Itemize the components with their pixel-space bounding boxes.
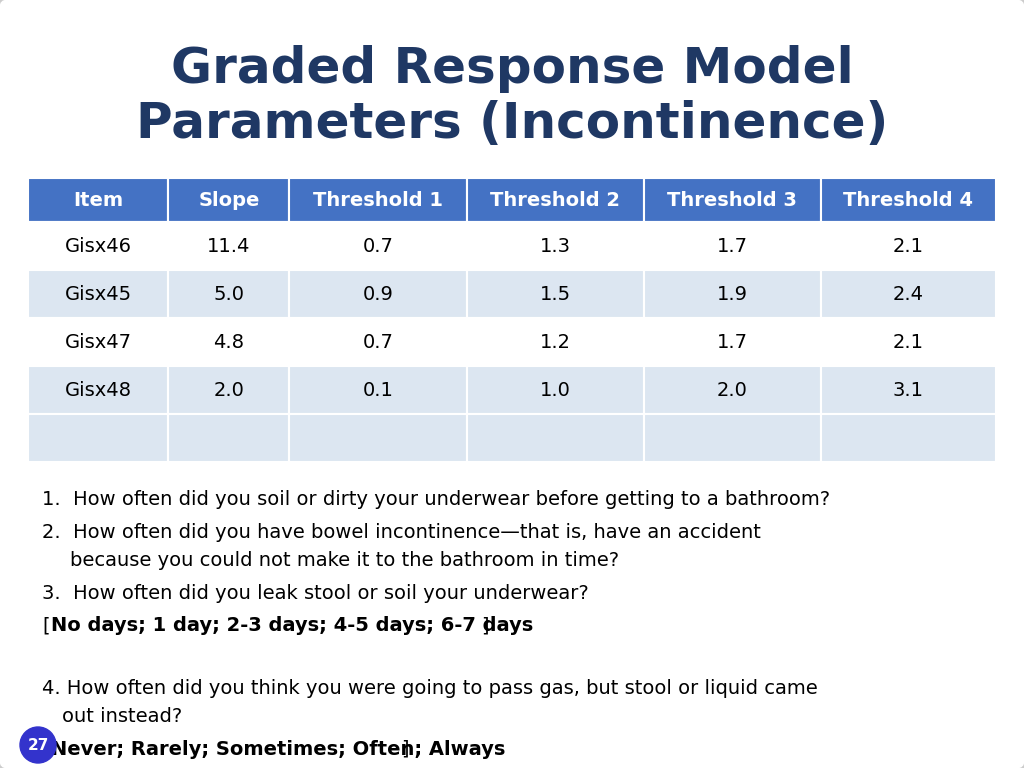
- Text: 1.2: 1.2: [540, 333, 570, 352]
- Text: out instead?: out instead?: [62, 707, 182, 726]
- Bar: [821, 318, 996, 366]
- Text: 0.9: 0.9: [362, 284, 393, 303]
- Text: No days; 1 day; 2-3 days; 4-5 days; 6-7 days: No days; 1 day; 2-3 days; 4-5 days; 6-7 …: [51, 616, 534, 635]
- Bar: [168, 366, 290, 414]
- Bar: [644, 178, 821, 222]
- Text: [: [: [42, 616, 49, 635]
- Text: 4. How often did you think you were going to pass gas, but stool or liquid came: 4. How often did you think you were goin…: [42, 678, 818, 697]
- Text: Gisx48: Gisx48: [65, 380, 132, 399]
- Text: 1.5: 1.5: [540, 284, 570, 303]
- Bar: [168, 270, 290, 318]
- Text: 11.4: 11.4: [207, 237, 251, 256]
- Text: Threshold 3: Threshold 3: [668, 190, 797, 210]
- Text: Parameters (Incontinence): Parameters (Incontinence): [136, 100, 888, 148]
- Bar: [28, 222, 168, 270]
- Text: 27: 27: [28, 737, 49, 753]
- Bar: [467, 366, 644, 414]
- Bar: [644, 318, 821, 366]
- Text: 3.  How often did you leak stool or soil your underwear?: 3. How often did you leak stool or soil …: [42, 584, 589, 603]
- Text: ]: ]: [401, 740, 409, 759]
- Bar: [28, 270, 168, 318]
- Text: Threshold 1: Threshold 1: [313, 190, 443, 210]
- Text: 2.0: 2.0: [717, 380, 748, 399]
- Text: 2.  How often did you have bowel incontinence—that is, have an accident: 2. How often did you have bowel incontin…: [42, 522, 761, 541]
- Text: 1.  How often did you soil or dirty your underwear before getting to a bathroom?: 1. How often did you soil or dirty your …: [42, 490, 830, 509]
- Bar: [467, 414, 644, 462]
- Bar: [290, 178, 467, 222]
- Text: 3.1: 3.1: [893, 380, 924, 399]
- Text: Graded Response Model: Graded Response Model: [171, 45, 853, 93]
- Text: because you could not make it to the bathroom in time?: because you could not make it to the bat…: [70, 551, 620, 570]
- Text: Gisx45: Gisx45: [65, 284, 132, 303]
- Text: 1.7: 1.7: [717, 333, 748, 352]
- Text: 1.9: 1.9: [717, 284, 748, 303]
- Bar: [644, 414, 821, 462]
- Bar: [28, 366, 168, 414]
- Bar: [168, 222, 290, 270]
- Text: Slope: Slope: [199, 190, 259, 210]
- Text: 0.1: 0.1: [362, 380, 393, 399]
- Text: Gisx46: Gisx46: [65, 237, 132, 256]
- Text: 0.7: 0.7: [362, 237, 393, 256]
- Bar: [644, 366, 821, 414]
- Bar: [28, 414, 168, 462]
- Bar: [821, 222, 996, 270]
- Text: 2.0: 2.0: [213, 380, 245, 399]
- Bar: [467, 270, 644, 318]
- Text: Item: Item: [73, 190, 123, 210]
- Bar: [290, 414, 467, 462]
- Bar: [168, 318, 290, 366]
- Bar: [821, 414, 996, 462]
- Bar: [644, 270, 821, 318]
- Text: [: [: [42, 740, 49, 759]
- Text: ]: ]: [481, 616, 488, 635]
- Bar: [290, 270, 467, 318]
- Bar: [821, 178, 996, 222]
- Text: 1.7: 1.7: [717, 237, 748, 256]
- Bar: [821, 366, 996, 414]
- Bar: [28, 178, 168, 222]
- Text: Threshold 4: Threshold 4: [844, 190, 974, 210]
- Bar: [467, 318, 644, 366]
- Bar: [821, 270, 996, 318]
- Text: 5.0: 5.0: [213, 284, 245, 303]
- Bar: [168, 414, 290, 462]
- Text: 1.3: 1.3: [540, 237, 570, 256]
- Bar: [28, 318, 168, 366]
- Text: Never; Rarely; Sometimes; Often; Always: Never; Rarely; Sometimes; Often; Always: [51, 740, 506, 759]
- Text: 0.7: 0.7: [362, 333, 393, 352]
- Text: Threshold 2: Threshold 2: [490, 190, 621, 210]
- Bar: [467, 178, 644, 222]
- Bar: [290, 222, 467, 270]
- Text: 2.1: 2.1: [893, 237, 924, 256]
- Circle shape: [20, 727, 56, 763]
- Bar: [644, 222, 821, 270]
- Text: 2.4: 2.4: [893, 284, 924, 303]
- Text: Gisx47: Gisx47: [65, 333, 132, 352]
- Text: 2.1: 2.1: [893, 333, 924, 352]
- Bar: [467, 222, 644, 270]
- Bar: [290, 366, 467, 414]
- Bar: [168, 178, 290, 222]
- Bar: [290, 318, 467, 366]
- Text: 1.0: 1.0: [540, 380, 570, 399]
- Text: 4.8: 4.8: [213, 333, 245, 352]
